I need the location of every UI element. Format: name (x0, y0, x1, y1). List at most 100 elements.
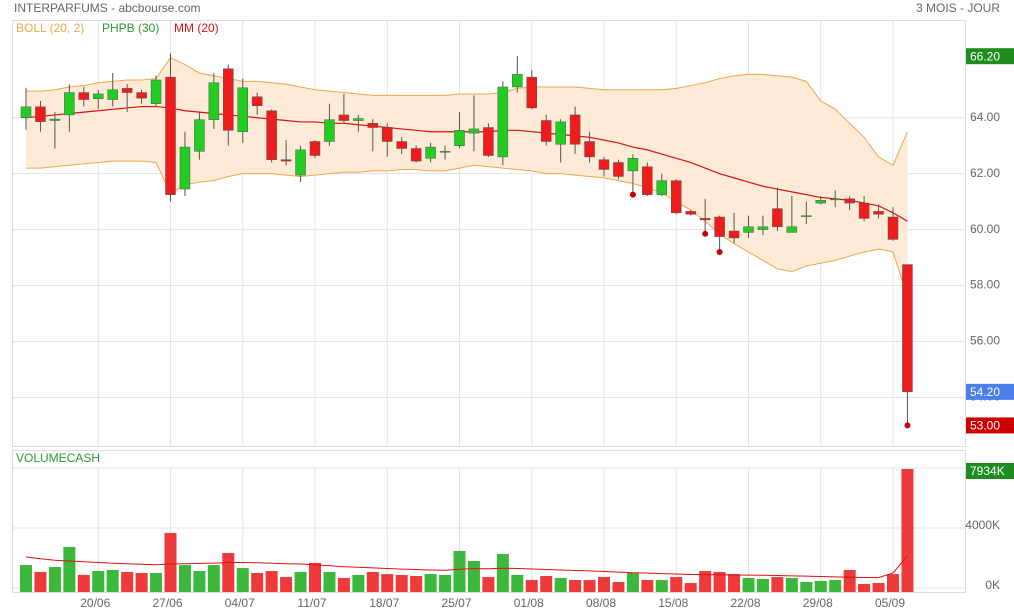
x-tick-label: 15/08 (658, 596, 688, 610)
price-flag (966, 48, 1014, 65)
candle-body (136, 92, 147, 99)
candle-body (526, 76, 537, 109)
candle-body (699, 218, 711, 221)
volume-bar (901, 468, 914, 592)
candle-body (410, 148, 422, 162)
volume-bar (121, 571, 134, 592)
candle-body (671, 180, 682, 214)
volume-bar (496, 553, 509, 592)
volume-bar (482, 577, 495, 592)
volume-bar (554, 577, 567, 592)
volume-bar (366, 571, 379, 592)
candle-body (309, 141, 321, 156)
candle-body (468, 128, 480, 134)
volume-bar (207, 565, 220, 592)
candle-body (512, 74, 523, 88)
price-flag (966, 417, 1014, 434)
x-tick-label: 22/08 (730, 596, 760, 610)
candle-body (685, 211, 696, 215)
volume-bar (193, 571, 206, 592)
volume-panel (12, 450, 966, 593)
volume-bar (641, 580, 654, 592)
candle-body (35, 106, 46, 122)
candle-body (454, 130, 465, 146)
volume-bar (742, 577, 755, 592)
candle-body (844, 198, 855, 204)
y-tick-label: 64.00 (970, 110, 1000, 124)
volume-bar (684, 583, 697, 592)
candle-body (208, 82, 220, 120)
y-tick-label: 4000K (965, 518, 1000, 532)
low-marker (904, 422, 911, 429)
x-tick-label: 04/07 (225, 596, 255, 610)
volume-bar (626, 573, 639, 592)
price-flag-label: 53.00 (970, 419, 1000, 433)
candle-body (483, 127, 494, 156)
low-marker (702, 230, 709, 237)
legend-entry: MM (20) (174, 21, 219, 35)
chart-subtitle: 3 MOIS - JOUR (916, 1, 1000, 15)
volume-bar (887, 574, 899, 592)
volume-ma-line (25, 555, 908, 579)
candle-body (540, 120, 552, 142)
volume-bar (785, 577, 798, 592)
volume-bar (77, 574, 90, 592)
x-tick-label: 27/06 (152, 596, 182, 610)
candle-body (584, 141, 595, 158)
candle-body (223, 68, 234, 131)
candle-body (165, 76, 176, 195)
candle-body (815, 199, 826, 204)
candle-body (873, 211, 884, 215)
volume-bar (453, 550, 466, 592)
price-flag-label: 66.20 (970, 49, 1000, 63)
volume-bar (843, 570, 856, 592)
candle-body (121, 88, 133, 93)
volume-bar (439, 574, 452, 592)
low-marker (629, 191, 636, 198)
x-tick-label: 01/08 (514, 596, 544, 610)
y-tick-label: 0K (985, 578, 1000, 592)
bollinger-upper (26, 56, 908, 166)
candle-body (251, 96, 263, 106)
volume-bar (583, 580, 596, 592)
candle-body (829, 198, 841, 201)
volume-bar (424, 574, 437, 592)
price-flag (966, 383, 1014, 400)
volume-bar (135, 573, 148, 592)
volume-flag (966, 462, 1014, 479)
candle-body (396, 141, 407, 149)
candle-body (642, 166, 653, 195)
volume-bar (337, 577, 350, 592)
legend-entry: BOLL (20, 2) (16, 21, 84, 35)
volume-bar (728, 574, 741, 592)
candle-body (497, 86, 509, 158)
candle-body (569, 114, 581, 145)
volume-bar (395, 574, 408, 592)
candle-body (425, 146, 436, 159)
volume-bar (511, 574, 524, 592)
volume-bar (280, 577, 293, 592)
volume-bar (872, 583, 885, 592)
candle-body (613, 162, 624, 177)
y-tick-label: 58.00 (970, 278, 1000, 292)
candle-body (150, 79, 162, 104)
candle-body (295, 149, 306, 176)
panel-title: VOLUMECASH (16, 451, 100, 465)
candle-body (757, 226, 769, 230)
volume-bar (410, 576, 423, 592)
y-tick-label: 60.00 (970, 222, 1000, 236)
volume-bar (540, 576, 553, 592)
candle-body (78, 92, 90, 100)
x-tick-label: 20/06 (80, 596, 110, 610)
candle-body (93, 93, 104, 99)
candle-body (714, 216, 725, 237)
volume-bar (525, 580, 538, 592)
candle-body (743, 226, 754, 233)
volume-bar (756, 579, 769, 592)
candle-body (656, 180, 668, 195)
candle-body (858, 202, 870, 219)
volume-bar (178, 565, 191, 592)
volume-bar (265, 571, 278, 592)
price-panel (12, 20, 966, 447)
